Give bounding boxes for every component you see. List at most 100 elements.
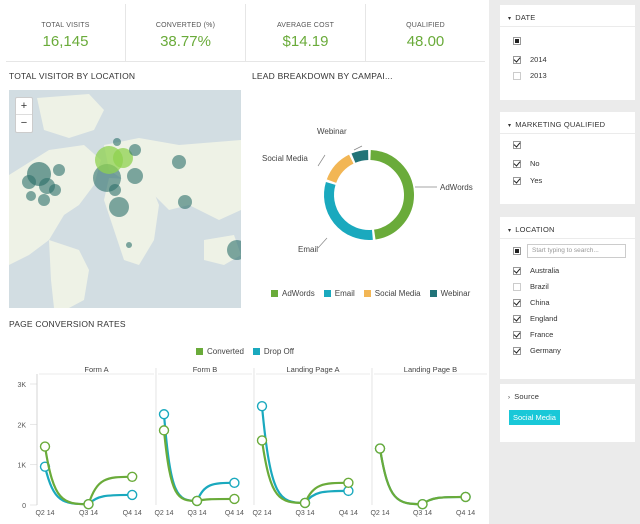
- legend-drop-off[interactable]: Drop Off: [263, 347, 295, 356]
- legend-adwords[interactable]: AdWords: [282, 289, 315, 298]
- checkbox[interactable]: [513, 159, 521, 168]
- kpi-qualified: QUALIFIED 48.00: [366, 4, 485, 61]
- data-point[interactable]: [299, 497, 311, 509]
- panel-title: Landing Page B: [404, 365, 457, 374]
- x-tick-label: Q3 14: [295, 510, 314, 517]
- checkbox[interactable]: [513, 55, 521, 64]
- visitor-map[interactable]: + −: [9, 90, 241, 308]
- date-option-all[interactable]: [513, 37, 530, 45]
- location-search-input[interactable]: Start typing to search...: [527, 244, 626, 258]
- data-point[interactable]: [158, 409, 170, 420]
- data-point[interactable]: [126, 471, 138, 482]
- checkbox[interactable]: [513, 71, 521, 80]
- data-point[interactable]: [229, 493, 240, 505]
- donut-label-adwords: AdWords: [440, 183, 473, 192]
- data-point[interactable]: [191, 495, 203, 507]
- option-label: Brazil: [530, 282, 549, 291]
- checkbox[interactable]: [513, 282, 521, 291]
- location-option-china[interactable]: China: [513, 298, 550, 307]
- location-option-germany[interactable]: Germany: [513, 346, 561, 355]
- series-line-drop-off: [378, 448, 466, 506]
- legend-swatch: [252, 348, 260, 355]
- checkbox[interactable]: [513, 330, 521, 339]
- data-point[interactable]: [158, 425, 170, 436]
- data-point[interactable]: [256, 435, 268, 446]
- checkbox[interactable]: [513, 247, 521, 255]
- data-point[interactable]: [256, 400, 268, 412]
- filter-location-header[interactable]: ▾ LOCATION: [500, 217, 635, 239]
- date-option-2014[interactable]: 2014: [513, 55, 547, 64]
- x-tick-label: Q3 14: [413, 510, 432, 517]
- panel-title: Form B: [193, 365, 218, 374]
- checkbox[interactable]: [513, 266, 521, 275]
- data-point[interactable]: [39, 441, 51, 452]
- filter-mq-title: MARKETING QUALIFIED: [515, 120, 606, 129]
- legend-swatch: [271, 290, 278, 297]
- map-zoom-controls: + −: [15, 97, 33, 133]
- location-option-all[interactable]: [513, 247, 530, 255]
- kpi-row: TOTAL VISITS 16,145 CONVERTED (%) 38.77%…: [6, 4, 485, 62]
- filter-source-title: Source: [514, 392, 540, 401]
- donut-slice-social-media[interactable]: [326, 154, 354, 184]
- mq-option-all[interactable]: [513, 141, 530, 149]
- location-option-australia[interactable]: Australia: [513, 266, 559, 275]
- checkbox[interactable]: [513, 298, 521, 307]
- legend-email[interactable]: Email: [334, 289, 355, 298]
- dashboard-main: TOTAL VISITS 16,145 CONVERTED (%) 38.77%…: [0, 0, 489, 524]
- date-option-2013[interactable]: 2013: [513, 71, 547, 80]
- chevron-down-icon: ▾: [508, 228, 512, 234]
- y-tick-label: 3K: [17, 382, 26, 389]
- x-tick-label: Q2 14: [370, 510, 389, 517]
- kpi-value: $14.19: [282, 33, 329, 50]
- kpi-label: AVERAGE COST: [276, 22, 335, 29]
- kpi-label: TOTAL VISITS: [41, 22, 90, 29]
- kpi-average-cost: AVERAGE COST $14.19: [246, 4, 366, 61]
- legend-social-media[interactable]: Social Media: [374, 289, 421, 298]
- zoom-in-button[interactable]: +: [16, 98, 32, 115]
- location-option-france[interactable]: France: [513, 330, 553, 339]
- data-point[interactable]: [374, 443, 386, 454]
- checkbox[interactable]: [513, 314, 521, 323]
- map-title: TOTAL VISITOR BY LOCATION: [9, 71, 136, 81]
- donut-slice-webinar[interactable]: [351, 150, 369, 163]
- donut-slice-adwords[interactable]: [370, 150, 414, 240]
- legend-converted[interactable]: Converted: [207, 347, 244, 356]
- checkbox[interactable]: [513, 141, 521, 149]
- data-point[interactable]: [460, 491, 471, 503]
- series-line-converted: [162, 430, 235, 503]
- option-label: China: [530, 298, 550, 307]
- filter-location: ▾ LOCATION Start typing to search... Aust…: [500, 217, 635, 379]
- donut-label-email: Email: [298, 245, 319, 254]
- data-point[interactable]: [417, 498, 428, 510]
- mq-option-yes[interactable]: Yes: [513, 176, 542, 185]
- checkbox[interactable]: [513, 346, 521, 355]
- data-point[interactable]: [83, 498, 94, 510]
- location-option-brazil[interactable]: Brazil: [513, 282, 549, 291]
- source-tag-social-media[interactable]: Social Media: [509, 410, 560, 425]
- y-tick-label: 0: [22, 503, 26, 510]
- data-point[interactable]: [229, 477, 240, 489]
- mq-option-no[interactable]: No: [513, 159, 540, 168]
- kpi-total-visits: TOTAL VISITS 16,145: [6, 4, 126, 61]
- checkbox[interactable]: [513, 176, 521, 185]
- legend-swatch: [196, 348, 203, 355]
- donut-slice-email[interactable]: [324, 181, 373, 240]
- option-label: Germany: [530, 346, 561, 355]
- filter-source-header[interactable]: › Source: [500, 384, 635, 406]
- panel-title: Landing Page A: [287, 365, 340, 374]
- filter-date: ▾ DATE 2014 2013: [500, 5, 635, 100]
- x-tick-label: Q2 14: [252, 510, 271, 517]
- filter-date-header[interactable]: ▾ DATE: [500, 5, 635, 27]
- data-point[interactable]: [126, 489, 138, 501]
- legend-webinar[interactable]: Webinar: [440, 289, 471, 298]
- checkbox[interactable]: [513, 37, 521, 45]
- option-label: Yes: [530, 176, 543, 185]
- location-option-england[interactable]: England: [513, 314, 558, 323]
- x-tick-label: Q4 14: [339, 510, 358, 517]
- filter-marketing-qualified: ▾ MARKETING QUALIFIED No Yes: [500, 112, 635, 204]
- donut-chart: [317, 145, 437, 249]
- zoom-out-button[interactable]: −: [20, 117, 28, 129]
- data-point[interactable]: [343, 477, 354, 489]
- world-map-graphic: [9, 94, 241, 308]
- filter-mq-header[interactable]: ▾ MARKETING QUALIFIED: [500, 112, 635, 134]
